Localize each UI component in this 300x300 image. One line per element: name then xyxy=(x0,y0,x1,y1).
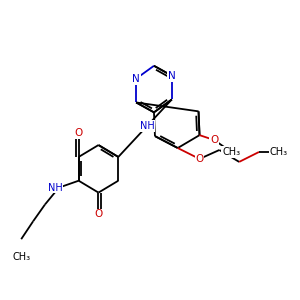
Text: NH: NH xyxy=(47,183,62,193)
Text: O: O xyxy=(210,135,218,145)
Text: N: N xyxy=(168,71,176,81)
Text: NH: NH xyxy=(140,121,154,131)
Text: CH₃: CH₃ xyxy=(222,147,240,157)
Text: CH₃: CH₃ xyxy=(270,147,288,157)
Text: O: O xyxy=(94,209,103,219)
Text: N: N xyxy=(132,74,140,84)
Text: CH₃: CH₃ xyxy=(12,252,30,262)
Text: O: O xyxy=(74,128,83,138)
Text: O: O xyxy=(195,154,204,164)
